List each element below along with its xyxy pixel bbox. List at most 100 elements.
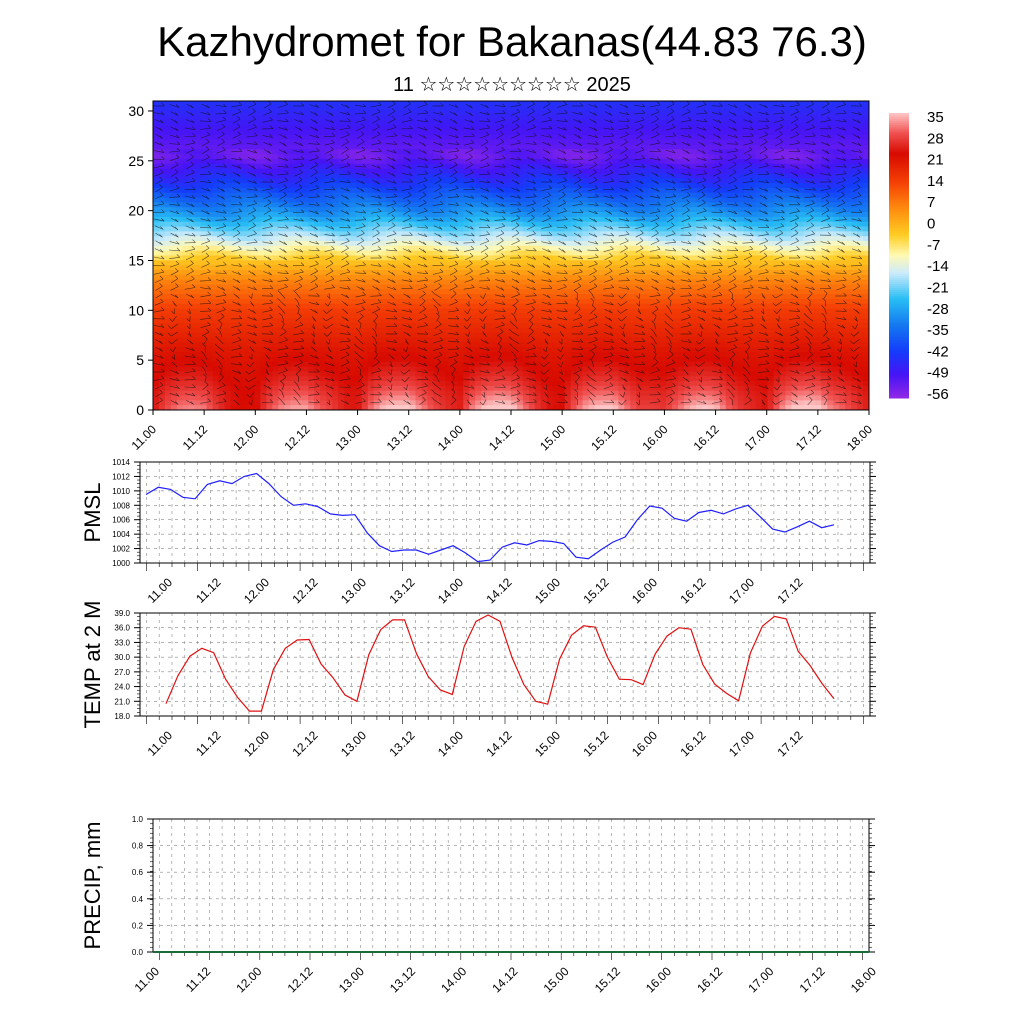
heatmap-cell — [212, 371, 220, 377]
heatmap-cell — [516, 129, 524, 136]
heatmap-cell — [272, 221, 279, 228]
heatmap-cell — [439, 226, 446, 232]
heatmap-cell — [588, 231, 596, 237]
heatmap-cell — [158, 308, 166, 315]
heatmap-cell — [481, 207, 488, 213]
heatmap-cell — [337, 192, 345, 199]
heatmap-cell — [218, 231, 226, 237]
heatmap-cell — [266, 212, 273, 218]
heatmap-cell — [290, 361, 297, 368]
heatmap-cell — [361, 400, 369, 406]
heatmap-cell — [493, 216, 500, 223]
heatmap-cell — [385, 197, 393, 203]
heatmap-cell — [278, 376, 285, 382]
heatmap-cell — [260, 129, 267, 136]
heatmap-cell — [326, 158, 333, 165]
heatmap-cell — [582, 226, 590, 232]
heatmap-cell — [260, 163, 267, 170]
heatmap-cell — [433, 120, 440, 126]
heatmap-cell — [272, 361, 279, 368]
heatmap-cell — [170, 323, 178, 329]
heatmap-cell — [606, 101, 614, 107]
heatmap-cell — [552, 279, 560, 286]
heatmap-cell — [254, 110, 261, 117]
heatmap-cell — [349, 332, 357, 339]
heatmap-cell — [427, 352, 435, 358]
heatmap-cell — [332, 323, 339, 329]
heatmap-cell — [564, 236, 572, 242]
heatmap-cell — [212, 139, 220, 146]
heatmap-cell — [200, 294, 208, 300]
heatmap-cell — [158, 202, 166, 208]
heatmap-cell — [415, 395, 423, 401]
heatmap-cell — [570, 221, 578, 228]
heatmap-cell — [308, 192, 315, 199]
heatmap-cell — [540, 332, 548, 339]
heatmap-cell — [528, 101, 536, 107]
heatmap-cell — [570, 197, 578, 203]
heatmap-cell — [397, 284, 405, 290]
heatmap-cell — [248, 105, 256, 112]
heatmap-cell — [236, 154, 244, 160]
heatmap-cell — [212, 366, 220, 372]
heatmap-cell — [433, 395, 440, 401]
heatmap-cell — [379, 207, 387, 213]
heatmap-cell — [487, 260, 494, 266]
heatmap-cell — [272, 163, 279, 170]
heatmap-cell — [200, 158, 208, 165]
heatmap-cell — [343, 381, 351, 387]
heatmap-cell — [493, 342, 500, 348]
heatmap-cell — [320, 294, 327, 300]
heatmap-cell — [445, 274, 452, 281]
heatmap-cell — [475, 110, 482, 117]
heatmap-cell — [588, 221, 596, 228]
heatmap-cell — [511, 192, 518, 199]
heatmap-cell — [200, 154, 208, 160]
heatmap-cell — [564, 347, 572, 353]
heatmap-cell — [194, 125, 202, 131]
heatmap-cell — [254, 327, 261, 334]
heatmap-cell — [212, 120, 220, 126]
heatmap-cell — [296, 313, 303, 319]
heatmap-cell — [415, 154, 423, 160]
heatmap-cell — [176, 318, 184, 324]
heatmap-cell — [499, 356, 506, 363]
heatmap-cell — [164, 245, 172, 252]
heatmap-cell — [409, 139, 417, 146]
heatmap-cell — [451, 154, 458, 160]
heatmap-cell — [320, 115, 327, 121]
heatmap-cell — [153, 390, 160, 397]
heatmap-cell — [457, 303, 464, 310]
heatmap-cell — [415, 323, 423, 329]
heatmap-cell — [516, 144, 524, 150]
heatmap-cell — [343, 337, 351, 344]
heatmap-cell — [326, 381, 333, 387]
heatmap-cell — [278, 327, 285, 334]
heatmap-cell — [594, 381, 602, 387]
heatmap-cell — [320, 129, 327, 136]
heatmap-cell — [445, 139, 452, 146]
heatmap-cell — [540, 134, 548, 141]
heatmap-cell — [505, 183, 512, 189]
heatmap-cell — [343, 303, 351, 310]
heatmap-cell — [206, 298, 214, 305]
heatmap-cell — [540, 298, 548, 305]
heatmap-cell — [522, 265, 530, 271]
heatmap-cell — [332, 187, 339, 194]
heatmap-cell — [481, 250, 488, 257]
heatmap-cell — [487, 154, 494, 160]
heatmap-cell — [427, 134, 435, 141]
heatmap-cell — [236, 332, 244, 339]
heatmap-cell — [326, 221, 333, 228]
heatmap-cell — [451, 279, 458, 286]
heatmap-cell — [475, 260, 482, 266]
heatmap-cell — [296, 318, 303, 324]
heatmap-cell — [570, 274, 578, 281]
heatmap-cell — [260, 125, 267, 131]
heatmap-cell — [158, 361, 166, 368]
heatmap-cell — [600, 274, 608, 281]
heatmap-cell — [308, 154, 315, 160]
heatmap-cell — [558, 144, 566, 150]
heatmap-cell — [194, 221, 202, 228]
heatmap-cell — [343, 265, 351, 271]
